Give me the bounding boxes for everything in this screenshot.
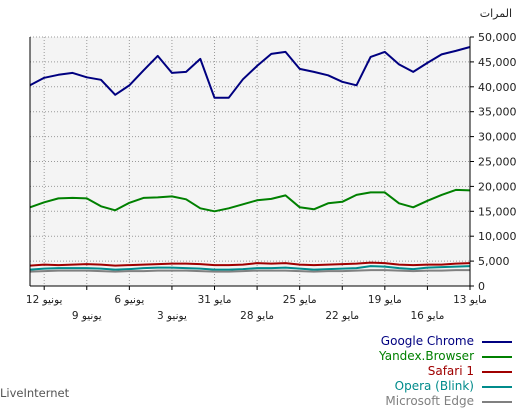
x-tick-label: 12 يونيو [26,294,63,306]
x-tick-label: 28 مايو [240,310,274,322]
y-tick-label: 40,000 [478,81,517,94]
series-line-microsoft-edge [29,269,470,273]
legend-swatch [482,355,512,358]
legend-label: Google Chrome [380,334,474,348]
legend-label: Safari 1 [427,364,474,378]
legend-swatch [482,340,512,343]
series-line-google-chrome [29,46,471,99]
y-axis-label: المرات [480,7,512,20]
y-tick-label: 35,000 [478,106,517,119]
legend-item: Yandex.Browser [252,349,512,364]
y-tick-label: 5,000 [478,255,510,268]
legend-swatch [482,400,512,403]
x-tick-label: 6 يونيو [114,294,144,306]
legend-label: Opera (Blink) [394,379,474,393]
legend-swatch [482,385,512,388]
source-label: LiveInternet [0,386,70,400]
x-tick-label: 19 مايو [368,294,402,306]
legend-item: Opera (Blink) [252,379,512,394]
y-tick-label: 50,000 [478,31,517,44]
legend-item: Safari 1 [252,364,512,379]
y-tick-label: 20,000 [478,180,517,193]
x-tick-label: 16 مايو [410,310,444,322]
legend-label: Microsoft Edge [385,394,474,408]
x-tick-label: 3 يونيو [157,310,187,322]
x-tick-label: 25 مايو [283,294,317,306]
series-line-safari-1 [29,261,471,267]
legend: Google Chrome Yandex.Browser Safari 1 Opera… [252,334,512,409]
y-tick-label: 30,000 [478,131,517,144]
series-line-opera-blink [29,265,471,271]
y-tick-label: 10,000 [478,230,517,243]
legend-item: Google Chrome [252,334,512,349]
x-tick-label: 31 مايو [198,294,232,306]
y-tick-label: 25,000 [478,156,517,169]
y-tick-label: 15,000 [478,205,517,218]
series-line-yandex-browser [29,188,471,213]
y-tick-label: 0 [478,280,485,293]
legend-swatch [482,370,512,373]
legend-label: Yandex.Browser [379,349,474,363]
x-tick-label: 9 يونيو [72,310,102,322]
x-tick-label: 13 مايو [453,294,487,306]
x-tick-label: 22 مايو [325,310,359,322]
legend-item: Microsoft Edge [252,394,512,409]
y-tick-label: 45,000 [478,56,517,69]
